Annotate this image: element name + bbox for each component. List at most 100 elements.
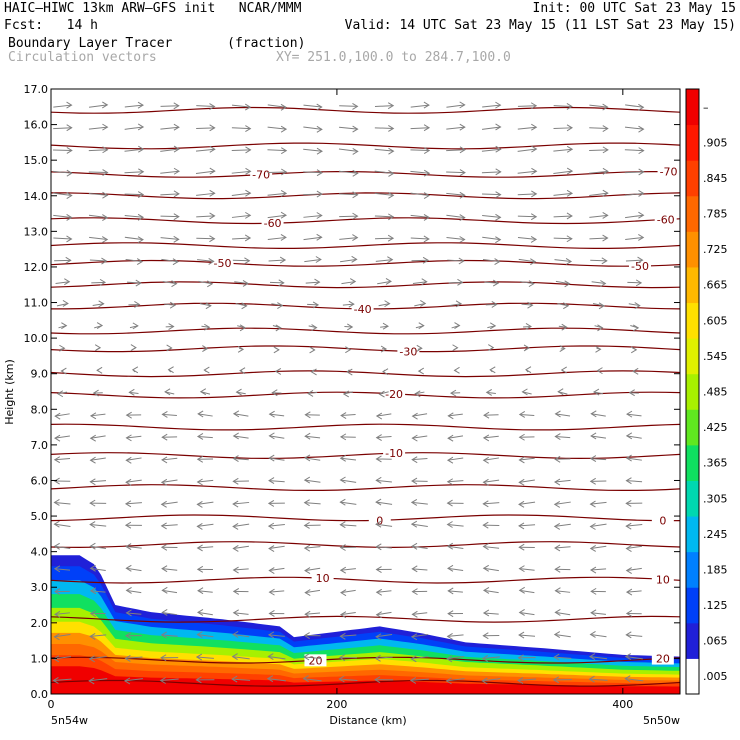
wind-vector (339, 678, 358, 682)
wind-vector (90, 457, 106, 461)
wind-vector (374, 127, 394, 129)
wind-vector (555, 436, 571, 439)
wind-vector-head (414, 390, 421, 398)
wind-vector (447, 567, 464, 572)
wind-vector-head (280, 211, 288, 219)
colorbar-swatch (686, 124, 699, 161)
y-tick-label: 3.0 (31, 581, 49, 594)
wind-vector (411, 545, 428, 549)
wind-vector-head (232, 455, 239, 462)
wind-vector-head (457, 278, 464, 286)
wind-vector-head (385, 277, 392, 285)
wind-vector-head (495, 213, 502, 221)
contour-line (51, 259, 680, 267)
wind-vector-head (589, 455, 597, 463)
wind-vector-head (96, 322, 104, 329)
wind-vector-head (552, 676, 560, 684)
wind-vector (160, 126, 179, 130)
wind-vector-head (482, 564, 489, 572)
wind-vector-head (314, 278, 321, 286)
wind-vector-head (626, 410, 633, 418)
wind-vector (410, 678, 429, 681)
wind-vector (90, 567, 106, 572)
wind-vector (410, 237, 429, 240)
wind-vector-head (375, 520, 382, 528)
wind-vector (555, 590, 571, 593)
wind-vector (410, 192, 430, 197)
contour-label-bg (383, 447, 406, 460)
wind-vector (517, 237, 537, 240)
wind-vector-head (531, 190, 538, 198)
wind-vector (88, 149, 108, 152)
wind-vector-head (423, 214, 430, 221)
wind-vector-head (638, 103, 645, 111)
wind-vector-head (208, 257, 215, 265)
valid-time: Valid: 14 UTC Sat 23 May 15 (11 LST Sat … (344, 18, 736, 33)
wind-vector-head (132, 322, 139, 330)
y-tick-label: 1.0 (31, 652, 49, 665)
wind-vector (340, 524, 357, 527)
wind-vector-head (445, 677, 452, 685)
wind-vector-head (352, 102, 359, 110)
wind-vector (555, 413, 571, 417)
wind-vector (269, 413, 285, 417)
wind-vector-head (410, 520, 418, 528)
plot-frame (50, 88, 681, 695)
colorbar: .005 .065 .125 .185 .245 .305 .365 .425 .485 .545… (685, 88, 728, 695)
wind-vector-head (66, 235, 73, 243)
wind-vector (340, 568, 356, 571)
wind-vector (126, 479, 142, 483)
contour-label-bg (628, 260, 651, 273)
wind-vector-head (589, 631, 596, 638)
wind-vector (626, 413, 642, 417)
wind-vector-head (195, 653, 203, 661)
contour-label-bg (397, 345, 420, 358)
wind-vector-head (566, 167, 574, 175)
wind-vector (90, 413, 106, 417)
wind-vector-head (53, 499, 60, 506)
wind-vector-head (625, 499, 632, 507)
wind-vector-head (271, 389, 278, 397)
wind-vector-head (411, 565, 418, 573)
wind-vector (447, 259, 464, 262)
colorbar-label: .305 (703, 492, 728, 505)
wind-vector (90, 524, 107, 527)
wind-vector-head (267, 522, 275, 530)
wind-vector-head (352, 125, 359, 133)
wind-vector-head (92, 389, 99, 397)
wind-vector-head (495, 123, 502, 131)
wind-vector (518, 258, 536, 263)
wind-vector-head (96, 366, 103, 374)
wind-vector (414, 302, 426, 307)
wind-vector (412, 612, 428, 615)
wind-vector-head (495, 145, 502, 153)
contour-label-bg (261, 217, 284, 230)
wind-vector-head (101, 257, 108, 265)
wind-vector-head (634, 302, 641, 309)
wind-vector-head (375, 633, 382, 641)
axes: Height (km) Distance (km) 5n54w 5n50w 0.… (3, 83, 680, 727)
wind-vector-head (589, 545, 596, 552)
wind-vector-head (638, 147, 645, 155)
wind-vector-head (589, 500, 596, 508)
wind-vector-head (173, 123, 180, 131)
wind-vector (483, 457, 499, 461)
wind-vector (197, 611, 213, 616)
wind-vector-head (173, 167, 181, 175)
wind-vector-head (602, 103, 609, 111)
wind-vector (161, 457, 178, 461)
wind-vector-head (268, 610, 275, 617)
wind-vector-head (160, 654, 167, 662)
wind-vector-head (559, 345, 566, 352)
wind-vector-head (482, 500, 489, 508)
wind-vector-head (459, 236, 466, 243)
wind-vector-head (592, 388, 600, 396)
wind-vector-head (339, 433, 347, 441)
wind-vector-head (53, 477, 60, 485)
wind-vector-head (245, 167, 252, 175)
wind-vector (196, 192, 215, 196)
wind-vector-head (530, 213, 538, 221)
wind-vector-head (66, 169, 73, 177)
wind-vector (124, 171, 144, 174)
contour-line (51, 576, 680, 584)
